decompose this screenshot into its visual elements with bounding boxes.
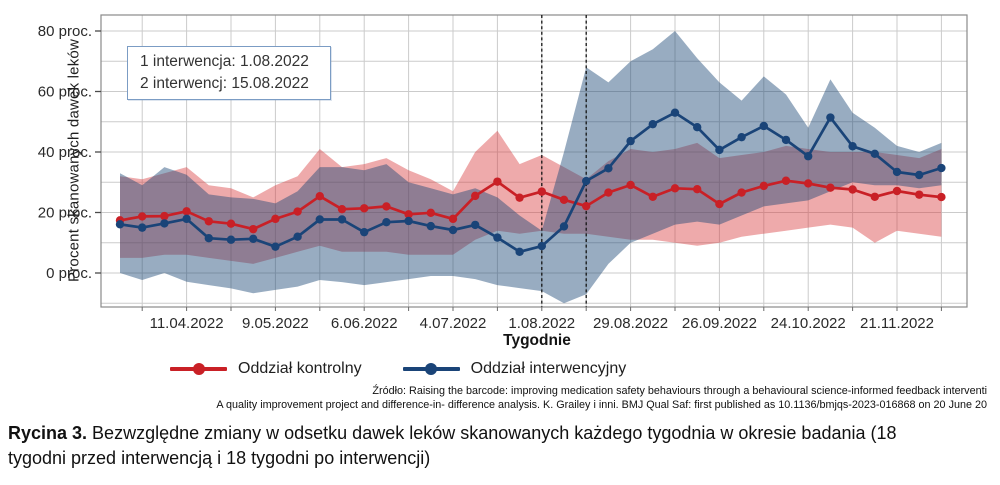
legend-label-control: Oddział kontrolny (238, 360, 362, 377)
control-series-marker-icon (192, 363, 205, 375)
x-tick-label: 24.10.2022 (771, 315, 846, 332)
control-confidence-band (120, 130, 942, 264)
source-line-2: A quality improvement project and differ… (216, 398, 987, 411)
intervention-series-marker-icon (425, 363, 438, 375)
y-tick-label: 80 proc. (38, 23, 92, 40)
intervention-dashed-lines (541, 15, 587, 307)
y-tick-label: 40 proc. (38, 144, 92, 161)
x-tick-label: 11.04.2022 (150, 315, 224, 332)
source-line-1: Źródło: Raising the barcode: improving m… (372, 385, 987, 397)
control-series (115, 176, 946, 234)
intervention-series (115, 108, 946, 257)
intervention-series-swatch (402, 363, 460, 375)
x-tick-label: 21.11.2022 (860, 315, 934, 332)
chart-legend: Oddział kontrolny Oddział interwencyjny (170, 360, 626, 378)
line-chart: 0 proc. 20 proc. 40 proc. 60 proc. 80 proc. 1… (38, 14, 968, 332)
x-tick-label: 29.08.2022 (593, 315, 668, 332)
axis-ticks: 0 proc. 20 proc. 40 proc. 60 proc. 80 proc. 1… (38, 23, 942, 332)
control-series-swatch (170, 363, 227, 375)
legend-item-control: Oddział kontrolny (170, 360, 362, 378)
figure-caption: Rycina 3. Bezwzględne zmiany w odsetku d… (8, 421, 948, 471)
source-citation: Źródło: Raising the barcode: improving m… (27, 385, 987, 412)
legend-item-intervention: Oddział interwencyjny (402, 360, 627, 378)
x-axis-title: Tygodnie (503, 332, 571, 349)
x-tick-label: 26.09.2022 (682, 315, 757, 332)
caption-number: Rycina 3. (8, 423, 88, 443)
plot-frame (100, 14, 968, 308)
x-tick-label: 9.05.2022 (242, 315, 309, 332)
intervention-annotation-box: 1 interwencja: 1.08.2022 2 interwencj: 1… (127, 46, 331, 100)
caption-text: Bezwzględne zmiany w odsetku dawek leków… (8, 423, 897, 468)
y-tick-label: 60 proc. (38, 84, 92, 101)
x-tick-label: 1.08.2022 (508, 315, 575, 332)
legend-label-intervention: Oddział interwencyjny (470, 360, 627, 377)
intervention-2-label: 2 interwencj: 15.08.2022 (140, 75, 309, 92)
y-tick-label: 20 proc. (38, 205, 92, 222)
x-tick-label: 4.07.2022 (420, 315, 487, 332)
y-axis-title: Procent skanowanych dawek leków (65, 39, 83, 282)
x-tick-label: 6.06.2022 (331, 315, 398, 332)
intervention-confidence-band (120, 31, 942, 304)
intervention-1-label: 1 interwencja: 1.08.2022 (140, 53, 309, 70)
y-tick-label: 0 proc. (46, 265, 92, 282)
